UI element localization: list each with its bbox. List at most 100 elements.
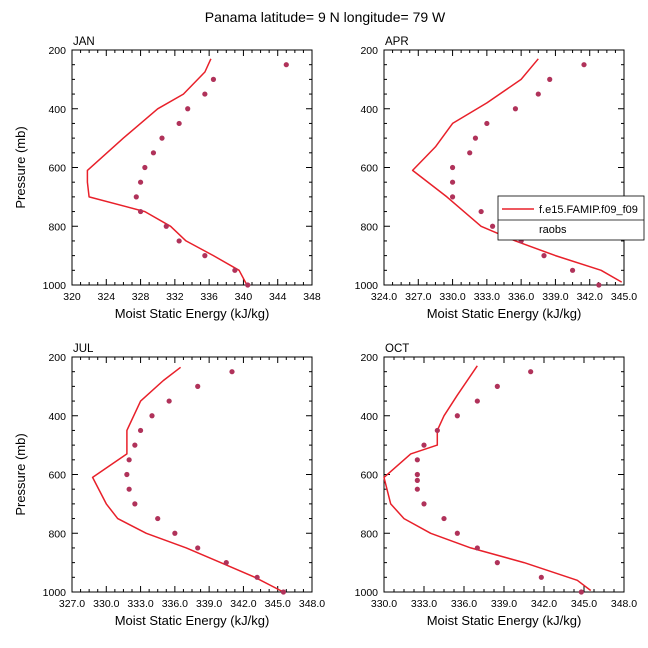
x-tick-label: 340 <box>235 291 253 303</box>
obs-marker <box>441 515 447 522</box>
panel-label: OCT <box>385 343 409 355</box>
x-axis-title: Moist Static Energy (kJ/kg) <box>427 306 582 321</box>
x-tick-label: 330.0 <box>93 598 119 610</box>
model-line <box>383 365 592 592</box>
obs-marker <box>454 413 460 419</box>
obs-marker <box>414 471 420 478</box>
panel-jan: 320 324 328 332 336 340 344 348 200 400 600 800 1000… <box>13 36 321 321</box>
obs-marker <box>512 106 519 112</box>
panel-apr: 324.0 327.0 330.0 333.0 336.0 339.0 342.0 345.0… <box>355 36 638 321</box>
x-tick-label: 345.0 <box>571 598 597 610</box>
y-axis-title: Pressure (mb) <box>13 126 28 208</box>
obs-marker <box>126 486 132 492</box>
obs-marker <box>149 413 155 419</box>
obs-marker <box>210 76 217 82</box>
obs-marker <box>454 530 460 536</box>
x-tick-label: 339.0 <box>491 598 517 610</box>
obs-marker <box>535 91 541 97</box>
x-tick-label: 320 <box>63 291 81 303</box>
x-tick-label: 332 <box>166 291 184 303</box>
obs-marker <box>528 369 534 375</box>
obs-marker <box>474 398 480 404</box>
figure-title: Panama latitude= 9 N longitude= 79 W <box>205 9 446 25</box>
obs-marker <box>185 106 191 112</box>
obs-marker <box>132 501 138 507</box>
obs-marker <box>176 120 182 127</box>
x-tick-label: 336.0 <box>451 598 477 610</box>
x-tick-label: 342.0 <box>531 598 557 610</box>
obs-marker <box>137 208 144 215</box>
obs-marker <box>229 369 235 375</box>
obs-marker <box>414 457 420 463</box>
obs-marker <box>434 427 440 434</box>
y-tick-label: 600 <box>48 470 66 482</box>
legend-entry-obs: raobs <box>539 224 567 236</box>
obs-marker <box>159 135 165 141</box>
x-tick-label: 345.0 <box>611 291 637 303</box>
obs-marker <box>166 398 172 404</box>
x-tick-label: 324 <box>98 291 116 303</box>
y-tick-label: 600 <box>360 470 378 482</box>
obs-marker <box>254 574 260 580</box>
obs-marker <box>472 135 479 141</box>
x-tick-label: 333.0 <box>411 598 437 610</box>
y-tick-label: 1000 <box>355 587 379 599</box>
obs-marker <box>569 267 576 273</box>
panel-label: JAN <box>73 36 95 48</box>
plot-frame <box>71 356 313 593</box>
obs-marker <box>195 545 201 551</box>
panel-label: JUL <box>73 343 94 355</box>
x-tick-label: 345.0 <box>265 598 291 610</box>
x-tick-label: 342.0 <box>230 598 256 610</box>
y-axis-title: Pressure (mb) <box>13 433 28 515</box>
obs-marker <box>280 589 287 595</box>
obs-marker <box>538 574 544 580</box>
x-tick-label: 336.0 <box>508 291 534 303</box>
y-tick-label: 800 <box>48 528 66 540</box>
x-tick-label: 344 <box>269 291 287 303</box>
y-tick-label: 1000 <box>355 280 379 292</box>
panel-jul: 327.0 330.0 333.0 336.0 339.0 342.0 345.0 348.0… <box>13 343 325 628</box>
obs-marker <box>202 91 208 97</box>
obs-marker <box>474 545 480 551</box>
x-tick-label: 339.0 <box>542 291 568 303</box>
model-line <box>86 58 248 286</box>
x-tick-label: 348.0 <box>611 598 637 610</box>
y-tick-label: 200 <box>360 352 378 364</box>
obs-marker <box>449 164 456 171</box>
obs-marker <box>232 267 238 273</box>
obs-marker <box>150 150 157 156</box>
x-tick-label: 328 <box>132 291 150 303</box>
obs-marker <box>223 560 229 566</box>
y-tick-label: 200 <box>360 45 378 57</box>
obs-marker <box>195 383 201 389</box>
obs-marker <box>172 530 178 536</box>
obs-marker <box>414 477 420 483</box>
x-tick-label: 339.0 <box>196 598 222 610</box>
x-tick-label: 333.0 <box>474 291 500 303</box>
model-line <box>91 366 284 593</box>
obs-marker <box>155 515 161 522</box>
x-tick-label: 327.0 <box>405 291 431 303</box>
x-axis-title: Moist Static Energy (kJ/kg) <box>115 306 270 321</box>
x-tick-label: 342.0 <box>577 291 603 303</box>
x-tick-label: 330.0 <box>439 291 465 303</box>
x-tick-label: 333.0 <box>127 598 153 610</box>
x-axis-title: Moist Static Energy (kJ/kg) <box>115 613 270 628</box>
obs-marker <box>484 120 490 127</box>
obs-marker <box>176 238 182 244</box>
y-tick-label: 400 <box>48 104 66 116</box>
obs-marker <box>449 179 456 185</box>
x-tick-label: 336 <box>200 291 218 303</box>
y-tick-label: 400 <box>360 104 378 116</box>
obs-marker <box>137 179 144 185</box>
y-tick-label: 1000 <box>43 280 67 292</box>
y-tick-label: 600 <box>360 163 378 175</box>
panels: 320 324 328 332 336 340 344 348 200 400 600 800 1000… <box>13 36 637 628</box>
obs-marker <box>283 62 289 68</box>
obs-marker <box>494 560 500 566</box>
x-tick-label: 348.0 <box>299 598 325 610</box>
x-tick-label: 336.0 <box>162 598 188 610</box>
obs-marker <box>581 62 587 68</box>
